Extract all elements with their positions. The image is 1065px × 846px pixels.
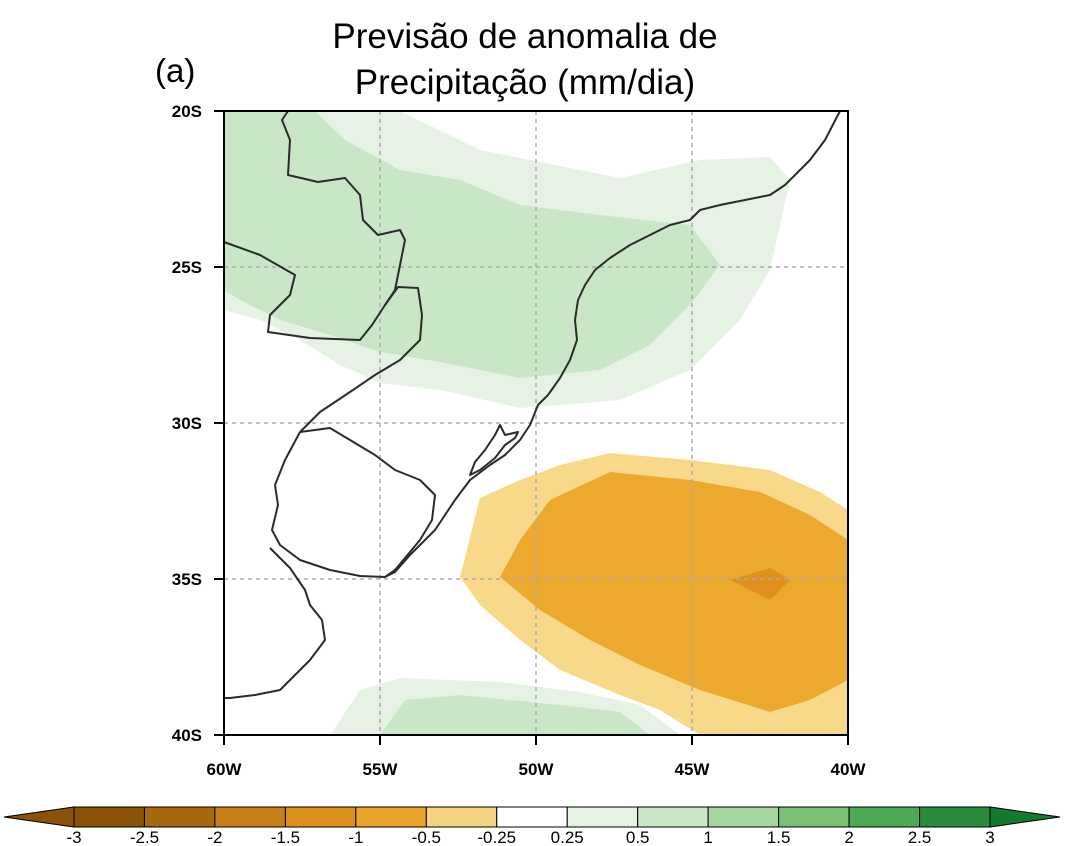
lat-label-35s: 35S	[172, 570, 202, 589]
argentina-coast	[224, 547, 326, 699]
coastlines-borders	[224, 111, 841, 699]
colorbar-box	[566, 806, 639, 828]
title-line-1: Previsão de anomalia de	[332, 17, 718, 56]
lat-label-20s: 20S	[172, 102, 202, 121]
lat-label-30s: 30S	[172, 414, 202, 433]
lon-label-60w: 60W	[207, 760, 243, 779]
colorbar-label: -2	[207, 828, 222, 846]
lat-label-25s: 25S	[172, 258, 202, 277]
bolivia-brazil-border	[281, 111, 406, 306]
colorbar-box	[284, 806, 357, 828]
colorbar-label: -0.25	[477, 828, 516, 846]
latitude-labels: 20S 25S 30S 35S 40S	[172, 102, 202, 745]
lagoa-dos-patos	[469, 424, 519, 476]
colorbar-box	[73, 806, 145, 828]
colorbar: -3 -2.5 -2 -1.5 -1 -0.5 -0.25 0.25 0.5 1 1.5 2 2.5 3	[3, 806, 1061, 846]
colorbar-label: 0.5	[626, 828, 650, 846]
colorbar-box	[919, 806, 991, 828]
colorbar-label: -1	[348, 828, 363, 846]
colorbar-box	[707, 806, 780, 828]
colorbar-label: 0.25	[551, 828, 584, 846]
colorbar-box	[214, 806, 286, 828]
uruguay-border	[271, 427, 436, 578]
colorbar-box	[496, 806, 568, 828]
colorbar-arrow-right	[989, 806, 1061, 828]
negative-anomaly-orange	[500, 472, 848, 712]
colorbar-box	[143, 806, 216, 828]
positive-anomaly-green-north	[224, 111, 720, 378]
colorbar-box	[848, 806, 921, 828]
graticule	[224, 111, 848, 735]
colorbar-label: 2	[844, 828, 853, 846]
negative-anomaly-core	[730, 568, 790, 600]
atlantic-coastline	[384, 111, 841, 578]
map-title: Previsão de anomalia de Precipitação (mm…	[250, 14, 800, 106]
longitude-labels: 60W 55W 50W 45W 40W	[207, 760, 867, 779]
lon-label-55w: 55W	[363, 760, 399, 779]
colorbar-box	[637, 806, 709, 828]
lat-label-40s: 40S	[172, 726, 202, 745]
positive-anomaly-green-south	[380, 695, 650, 735]
title-line-2: Precipitação (mm/dia)	[354, 63, 696, 102]
colorbar-label: -1.5	[271, 828, 300, 846]
lon-label-45w: 45W	[675, 760, 711, 779]
colorbar-arrow-left	[3, 806, 75, 828]
lon-label-50w: 50W	[519, 760, 555, 779]
colorbar-label: 2.5	[908, 828, 932, 846]
colorbar-label: -3	[66, 828, 81, 846]
colorbar-label: 3	[985, 828, 994, 846]
colorbar-label: -0.5	[412, 828, 441, 846]
colorbar-label: -2.5	[130, 828, 159, 846]
tick-marks	[214, 110, 849, 745]
colorbar-box	[425, 806, 498, 828]
colorbar-label: 1	[703, 828, 712, 846]
lon-label-40w: 40W	[831, 760, 867, 779]
colorbar-box	[355, 806, 427, 828]
colorbar-box	[778, 806, 850, 828]
panel-label: (a)	[155, 52, 196, 89]
colorbar-label: 1.5	[767, 828, 791, 846]
